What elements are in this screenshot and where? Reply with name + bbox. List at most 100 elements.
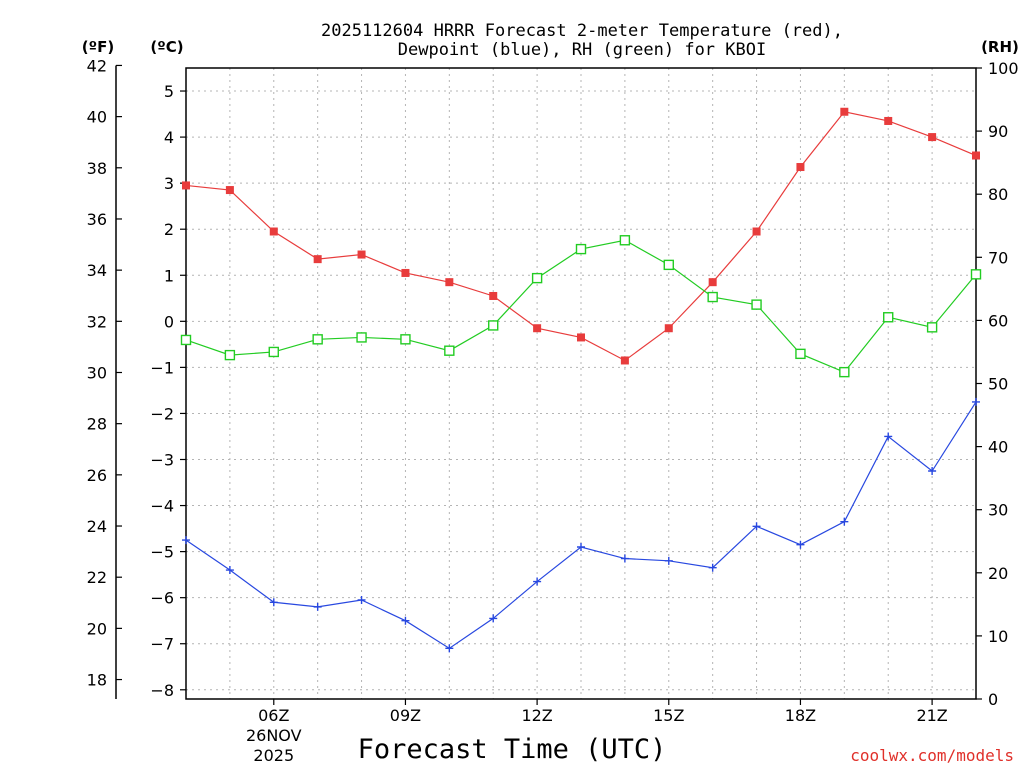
temperature-point xyxy=(357,250,366,259)
temperature-point xyxy=(972,151,980,160)
rh-axis-unit: (RH) xyxy=(981,38,1019,56)
date-label: 26NOV 2025 xyxy=(246,726,302,765)
temperature-point xyxy=(664,324,673,333)
temperature-point xyxy=(445,278,454,287)
temperature-point xyxy=(533,324,542,333)
fahrenheit-tick-label: 32 xyxy=(87,312,107,331)
temperature-point xyxy=(840,107,849,116)
temperature-point xyxy=(225,186,234,195)
fahrenheit-tick-label: 36 xyxy=(87,210,107,229)
celsius-tick-label: −3 xyxy=(150,450,174,469)
fahrenheit-axis-unit: (ºF) xyxy=(82,38,114,56)
rh-tick-label: 70 xyxy=(988,248,1008,267)
fahrenheit-tick-label: 42 xyxy=(87,56,107,75)
rh-point xyxy=(751,299,762,310)
rh-tick-label: 30 xyxy=(988,501,1008,520)
rh-point xyxy=(444,345,455,356)
date-label-day: 26NOV xyxy=(246,726,302,745)
dewpoint-point xyxy=(489,614,498,623)
rh-tick-label: 60 xyxy=(988,311,1008,330)
rh-point xyxy=(839,366,850,378)
temperature-point xyxy=(577,333,585,342)
celsius-tick-label: −1 xyxy=(150,358,174,377)
rh-point xyxy=(619,235,631,246)
dewpoint-point xyxy=(884,432,893,441)
rh-tick-label: 50 xyxy=(988,375,1008,394)
celsius-tick-label: 3 xyxy=(164,174,174,193)
x-tick-label: 18Z xyxy=(785,706,816,725)
rh-tick-label: 20 xyxy=(988,564,1008,583)
temperature-point xyxy=(182,181,190,190)
dewpoint-point xyxy=(357,595,366,604)
dewpoint-point xyxy=(796,540,805,549)
rh-point xyxy=(575,243,587,255)
celsius-tick-label: 2 xyxy=(164,220,174,239)
dewpoint-point xyxy=(225,566,234,575)
fahrenheit-axis: 18 20 22 24 26 28 30 32 34 36 38 40 42 xyxy=(87,56,122,699)
rh-tick-label: 100 xyxy=(988,59,1019,78)
temperature-point xyxy=(708,278,717,287)
dewpoint-point xyxy=(752,522,761,531)
celsius-tick-label: −2 xyxy=(150,404,174,423)
celsius-axis-unit: (ºC) xyxy=(150,38,183,56)
grid xyxy=(186,68,976,699)
fahrenheit-tick-label: 38 xyxy=(87,159,107,178)
dewpoint-point xyxy=(708,563,717,572)
series-0 xyxy=(182,107,980,365)
temperature-point xyxy=(489,291,498,300)
temperature-point xyxy=(620,356,629,365)
dewpoint-point xyxy=(664,556,673,565)
rh-tick-label: 40 xyxy=(988,438,1008,457)
credit-link[interactable]: coolwx.com/models xyxy=(850,746,1014,765)
dewpoint-point xyxy=(269,598,278,607)
celsius-tick-label: 1 xyxy=(164,266,174,285)
plot-frame xyxy=(185,67,977,700)
temperature-point xyxy=(928,133,937,142)
dewpoint-point xyxy=(533,577,542,586)
rh-point xyxy=(488,320,499,331)
dewpoint-point xyxy=(445,644,454,653)
dewpoint-point xyxy=(928,467,937,476)
fahrenheit-tick-label: 34 xyxy=(87,261,107,280)
dewpoint-point xyxy=(182,536,190,545)
date-label-year: 2025 xyxy=(253,746,294,765)
temperature-point xyxy=(752,227,761,236)
celsius-tick-label: −4 xyxy=(150,497,174,516)
x-tick-label: 09Z xyxy=(390,706,421,725)
rh-axis: 0 10 20 30 40 50 60 70 80 90 100 xyxy=(976,59,1019,709)
celsius-axis: −8 −7 −6 −5 −4 −3 −2 −1 0 1 2 3 4 5 xyxy=(150,82,186,700)
dewpoint-point xyxy=(840,517,849,526)
celsius-tick-label: −8 xyxy=(150,681,174,700)
celsius-tick-label: −6 xyxy=(150,589,174,608)
rh-point xyxy=(268,346,279,358)
fahrenheit-tick-label: 28 xyxy=(87,415,107,434)
rh-point xyxy=(707,291,718,303)
fahrenheit-tick-label: 24 xyxy=(87,517,107,536)
rh-tick-label: 90 xyxy=(988,122,1008,141)
x-tick-label: 21Z xyxy=(916,706,947,725)
rh-point xyxy=(970,269,982,280)
fahrenheit-tick-label: 18 xyxy=(87,671,107,690)
rh-point xyxy=(531,272,543,284)
series-1 xyxy=(182,397,980,653)
dewpoint-point xyxy=(313,602,322,611)
fahrenheit-tick-label: 20 xyxy=(87,619,107,638)
series-layer xyxy=(180,107,982,653)
celsius-tick-label: 0 xyxy=(164,312,174,331)
chart-title: 2025112604 HRRR Forecast 2-meter Tempera… xyxy=(321,21,843,60)
title-line-1: 2025112604 HRRR Forecast 2-meter Tempera… xyxy=(321,21,843,41)
dewpoint-point xyxy=(972,397,980,406)
rh-point xyxy=(663,259,674,271)
dewpoint-point xyxy=(401,616,410,625)
rh-point xyxy=(400,334,411,345)
temperature-point xyxy=(269,227,278,236)
celsius-tick-label: 5 xyxy=(164,82,174,101)
x-tick-label: 12Z xyxy=(521,706,552,725)
x-axis: 06Z 09Z 12Z 15Z 18Z 21Z xyxy=(258,699,948,725)
x-tick-label: 15Z xyxy=(653,706,684,725)
rh-tick-label: 0 xyxy=(988,690,998,709)
rh-point xyxy=(356,332,367,343)
fahrenheit-tick-label: 26 xyxy=(87,466,107,485)
rh-point xyxy=(180,334,192,346)
